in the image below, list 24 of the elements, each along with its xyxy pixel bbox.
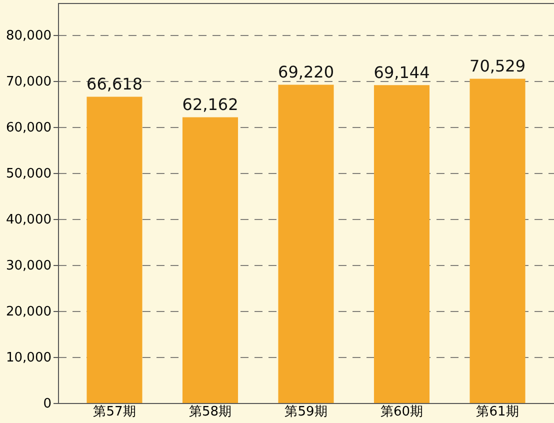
data-label: 69,220 (278, 62, 334, 82)
bar (86, 96, 142, 403)
y-tick-label: 70,000 (6, 74, 52, 90)
bar (470, 78, 526, 403)
data-label: 70,529 (470, 56, 526, 76)
x-tick-label: 第60期 (380, 404, 424, 420)
y-tick-label: 50,000 (6, 166, 52, 182)
data-label: 69,144 (374, 63, 430, 82)
x-tick-label: 第61期 (476, 404, 519, 420)
y-tick-label: 20,000 (6, 304, 52, 320)
y-tick-label: 60,000 (6, 120, 52, 136)
y-tick-label: 40,000 (6, 212, 52, 228)
x-tick-label: 第59期 (284, 404, 328, 420)
y-tick-label: 10,000 (6, 350, 52, 366)
bar (182, 117, 238, 403)
x-tick-label: 第57期 (93, 404, 136, 420)
x-tick-label: 第58期 (188, 404, 232, 420)
y-tick-label: 30,000 (6, 258, 52, 274)
y-tick-label: 80,000 (6, 28, 52, 44)
bar (374, 85, 430, 403)
data-label: 62,162 (182, 95, 238, 114)
y-tick-label: 0 (43, 396, 52, 412)
bar (278, 84, 334, 403)
data-label: 66,618 (86, 74, 142, 94)
